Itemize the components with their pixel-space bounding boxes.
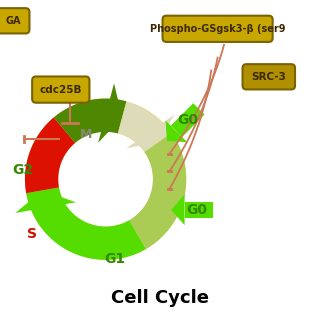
Text: SRC-3: SRC-3	[252, 72, 286, 82]
Polygon shape	[171, 103, 204, 137]
Text: cdc25B: cdc25B	[40, 84, 82, 95]
Polygon shape	[165, 121, 187, 142]
Polygon shape	[126, 115, 174, 148]
FancyBboxPatch shape	[243, 64, 295, 90]
FancyBboxPatch shape	[32, 76, 90, 103]
FancyBboxPatch shape	[0, 8, 29, 34]
Text: G0: G0	[186, 203, 207, 217]
Text: G0: G0	[177, 113, 198, 127]
Polygon shape	[98, 83, 122, 143]
Text: M: M	[80, 128, 92, 141]
Text: Phospho-GSgsk3-β (ser9: Phospho-GSgsk3-β (ser9	[150, 24, 285, 34]
Text: GA: GA	[5, 16, 20, 26]
Polygon shape	[26, 188, 146, 260]
Polygon shape	[129, 133, 186, 249]
Polygon shape	[118, 102, 171, 152]
Polygon shape	[25, 117, 75, 193]
Polygon shape	[171, 195, 185, 225]
Polygon shape	[25, 99, 186, 260]
Polygon shape	[54, 99, 126, 143]
Polygon shape	[185, 202, 213, 218]
Text: Cell Cycle: Cell Cycle	[111, 289, 209, 307]
Polygon shape	[15, 190, 76, 213]
FancyBboxPatch shape	[163, 16, 273, 42]
Text: G1: G1	[105, 252, 126, 266]
Text: S: S	[27, 227, 37, 241]
Text: G2: G2	[12, 163, 33, 177]
